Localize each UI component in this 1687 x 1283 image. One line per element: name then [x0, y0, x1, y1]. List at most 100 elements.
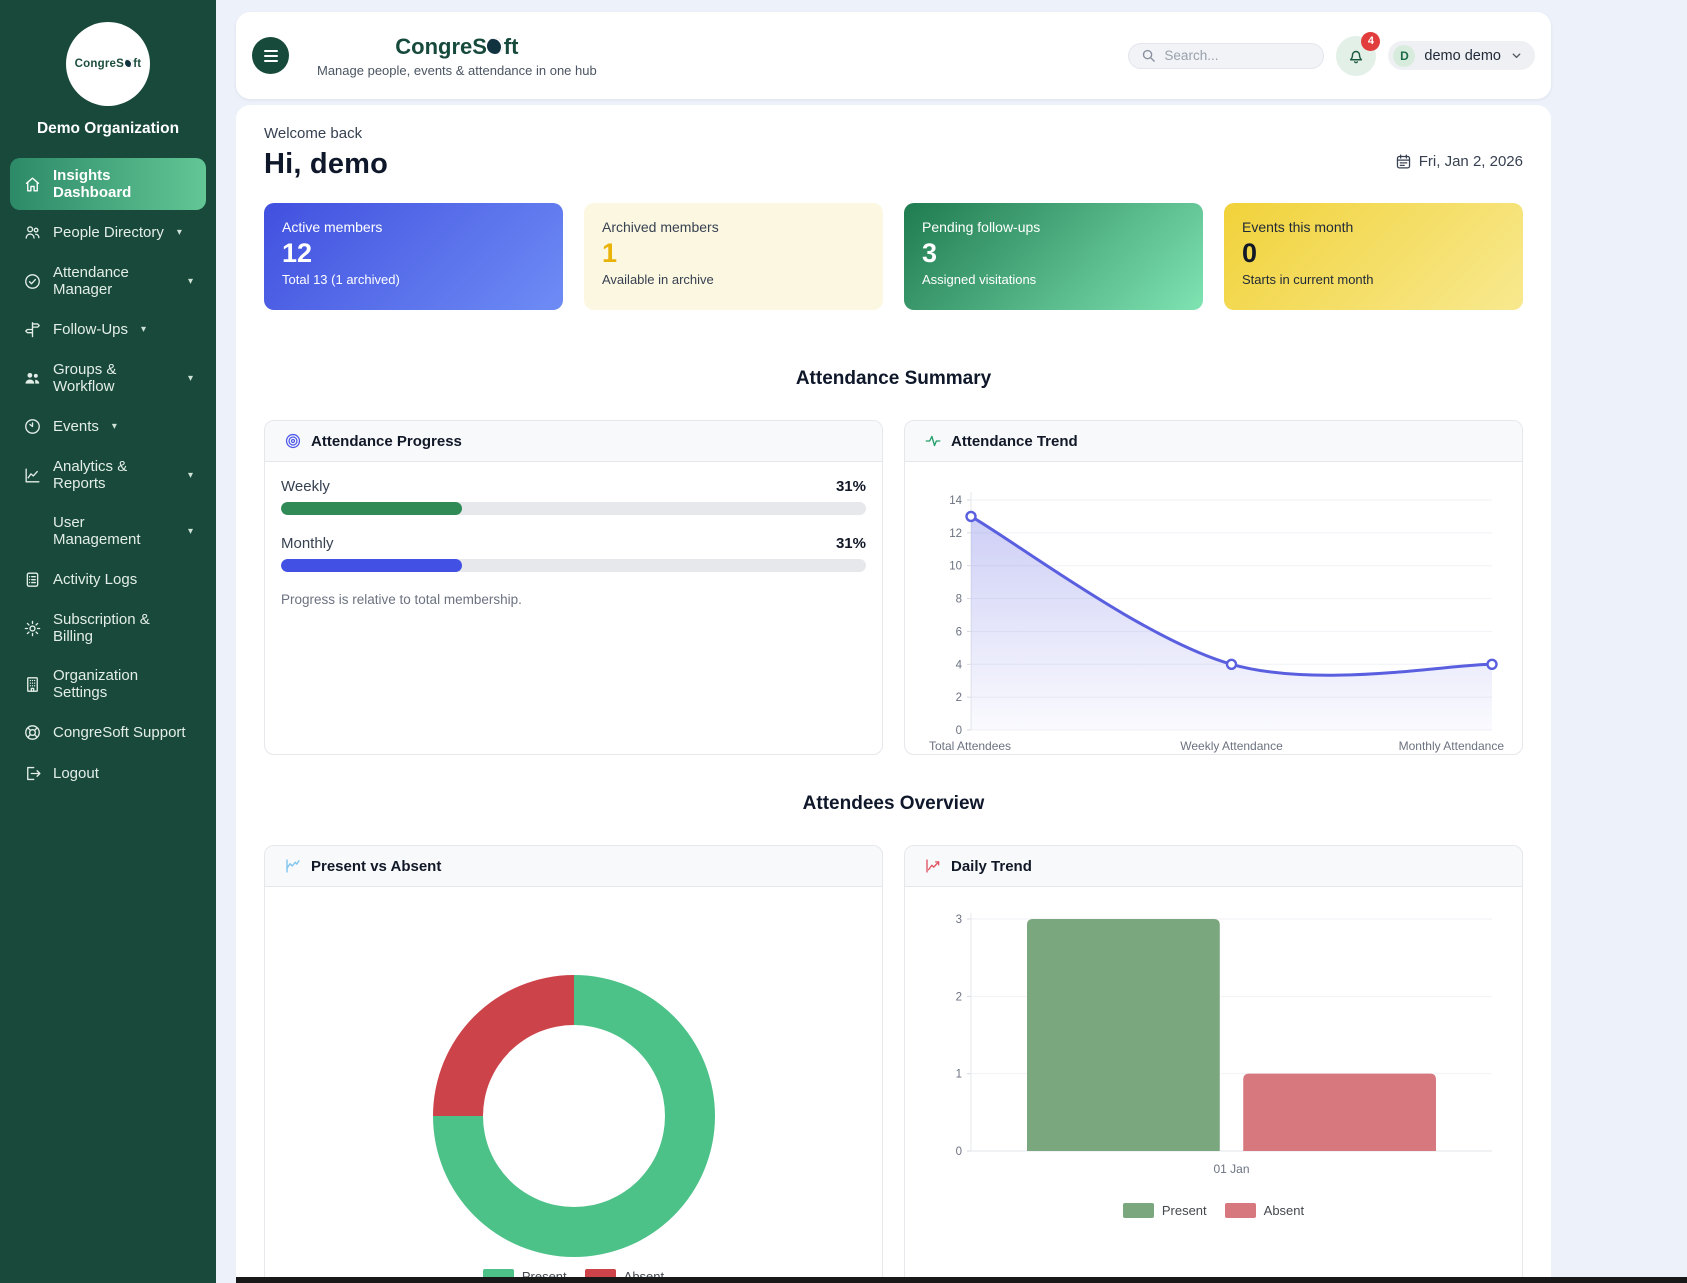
sidebar-item-label: Groups & Workflow	[53, 361, 175, 395]
attendance-progress-title: Attendance Progress	[311, 433, 462, 450]
sidebar-item-user-management[interactable]: User Management ▾	[10, 505, 206, 557]
daily-trend-legend: PresentAbsent	[921, 1203, 1506, 1218]
stat-label: Events this month	[1242, 219, 1505, 235]
present-vs-absent-card: Present vs Absent PresentAbsent	[264, 845, 883, 1283]
sidebar-item-label: User Management	[53, 514, 175, 548]
sidebar-item-label: Activity Logs	[53, 571, 137, 588]
sidebar-item-people-directory[interactable]: People Directory ▾	[10, 214, 206, 251]
progress-track	[281, 502, 866, 515]
sidebar-item-groups-workflow[interactable]: Groups & Workflow▾	[10, 352, 206, 404]
stat-card-pending-follow-ups: Pending follow-ups3Assigned visitations	[904, 203, 1203, 310]
search-icon	[1141, 48, 1156, 63]
attendance-trend-title: Attendance Trend	[951, 433, 1078, 450]
svg-text:6: 6	[956, 626, 962, 638]
sidebar-item-activity-logs[interactable]: Activity Logs	[10, 561, 206, 598]
attendance-trend-chart: 02468101214Total AttendeesWeekly Attenda…	[921, 478, 1506, 755]
user-menu[interactable]: D demo demo	[1388, 41, 1535, 70]
search-input[interactable]	[1164, 48, 1304, 63]
legend-label: Absent	[1264, 1203, 1304, 1218]
stat-value: 12	[282, 238, 545, 269]
home-icon	[23, 175, 42, 194]
svg-text:2: 2	[956, 991, 962, 1003]
attendance-progress-card: Attendance Progress Weekly31%Monthly31% …	[264, 420, 883, 755]
stat-sub: Total 13 (1 archived)	[282, 272, 545, 287]
user-name: demo demo	[1424, 48, 1501, 64]
svg-text:3: 3	[956, 914, 962, 926]
bullseye-icon	[284, 432, 302, 450]
stat-label: Pending follow-ups	[922, 219, 1185, 235]
present-vs-absent-donut	[433, 975, 715, 1257]
svg-text:0: 0	[956, 1146, 962, 1158]
svg-text:Monthly Attendance: Monthly Attendance	[1399, 739, 1505, 753]
sidebar: CongreSft Demo Organization Insights Das…	[0, 0, 216, 1283]
sidebar-item-label: Events	[53, 418, 99, 435]
sidebar-item-label: Analytics & Reports	[53, 458, 175, 492]
progress-row-weekly: Weekly 31%	[281, 478, 866, 515]
sidebar-item-label: Insights Dashboard	[53, 167, 193, 201]
sidebar-item-label: People Directory	[53, 224, 164, 241]
chevron-down-icon	[1510, 49, 1523, 62]
stat-value: 0	[1242, 238, 1505, 269]
sidebar-item-logout[interactable]: Logout	[10, 755, 206, 792]
progress-note: Progress is relative to total membership…	[281, 592, 866, 607]
sidebar-item-label: Organization Settings	[53, 667, 193, 701]
sidebar-item-congresoft-support[interactable]: CongreSoft Support	[10, 714, 206, 751]
legend-swatch	[1225, 1203, 1256, 1218]
donut-hole	[483, 1025, 665, 1207]
stat-sub: Starts in current month	[1242, 272, 1505, 287]
notifications-button[interactable]: 4	[1336, 36, 1376, 76]
present-vs-absent-body: PresentAbsent	[265, 887, 882, 1283]
org-name: Demo Organization	[37, 120, 179, 138]
sidebar-item-label: CongreSoft Support	[53, 724, 186, 741]
welcome-row: Welcome back Hi, demo Fri, Jan 2, 2026	[264, 125, 1523, 181]
notification-count-badge: 4	[1361, 32, 1380, 51]
daily-trend-card: Daily Trend 012301 Jan PresentAbsent	[904, 845, 1523, 1283]
search-box[interactable]	[1128, 43, 1324, 69]
present-vs-absent-header: Present vs Absent	[265, 846, 882, 887]
svg-text:1: 1	[956, 1069, 962, 1081]
sidebar-item-insights-dashboard[interactable]: Insights Dashboard	[10, 158, 206, 210]
sidebar-item-analytics-reports[interactable]: Analytics & Reports▾	[10, 449, 206, 501]
chevron-down-icon: ▾	[141, 324, 146, 335]
attendance-progress-body: Weekly31%Monthly31% Progress is relative…	[265, 462, 882, 623]
stat-sub: Available in archive	[602, 272, 865, 287]
daily-trend-body: 012301 Jan PresentAbsent	[905, 887, 1522, 1234]
org-logo-text: CongreSft	[75, 58, 142, 70]
sidebar-item-follow-ups[interactable]: Follow-Ups▾	[10, 311, 206, 348]
check-circle-icon	[23, 272, 42, 291]
sidebar-item-attendance-manager[interactable]: Attendance Manager ▾	[10, 255, 206, 307]
legend-swatch	[1123, 1203, 1154, 1218]
progress-row-monthly: Monthly31%	[281, 535, 866, 572]
progress-percent: 31%	[836, 535, 866, 552]
chevron-down-icon: ▾	[188, 276, 193, 287]
stat-card-archived-members: Archived members1Available in archive	[584, 203, 883, 310]
stat-sub: Assigned visitations	[922, 272, 1185, 287]
sidebar-nav: Insights DashboardPeople Directory▾Atten…	[0, 158, 216, 796]
menu-toggle-button[interactable]	[252, 37, 289, 74]
org-logo: CongreSft	[66, 22, 150, 106]
stat-card-active-members: Active members12Total 13 (1 archived)	[264, 203, 563, 310]
progress-fill	[281, 502, 462, 515]
sidebar-item-subscription-billing[interactable]: Subscription & Billing	[10, 602, 206, 654]
daily-trend-title: Daily Trend	[951, 858, 1032, 875]
progress-track	[281, 559, 866, 572]
progress-percent: 31%	[836, 478, 866, 495]
chart-icon	[23, 466, 42, 485]
sidebar-item-label: Subscription & Billing	[53, 611, 193, 645]
svg-text:14: 14	[949, 495, 962, 507]
attendance-trend-card: Attendance Trend 02468101214Total Attend…	[904, 420, 1523, 755]
sidebar-item-organization-settings[interactable]: Organization Settings	[10, 658, 206, 710]
chevron-down-icon: ▾	[188, 526, 193, 537]
date-text: Fri, Jan 2, 2026	[1419, 153, 1523, 170]
welcome-greeting: Welcome back	[264, 125, 388, 142]
progress-label: Weekly	[281, 478, 330, 495]
group-icon	[23, 369, 42, 388]
section-title-attendance-summary: Attendance Summary	[264, 368, 1523, 390]
logs-icon	[23, 570, 42, 589]
chevron-down-icon: ▾	[177, 227, 182, 238]
svg-text:2: 2	[956, 692, 962, 704]
daily-trend-chart: 012301 Jan	[921, 903, 1506, 1186]
sidebar-item-events[interactable]: Events▾	[10, 408, 206, 445]
sidebar-item-label: Logout	[53, 765, 99, 782]
sidebar-item-label: Attendance Manager	[53, 264, 175, 298]
